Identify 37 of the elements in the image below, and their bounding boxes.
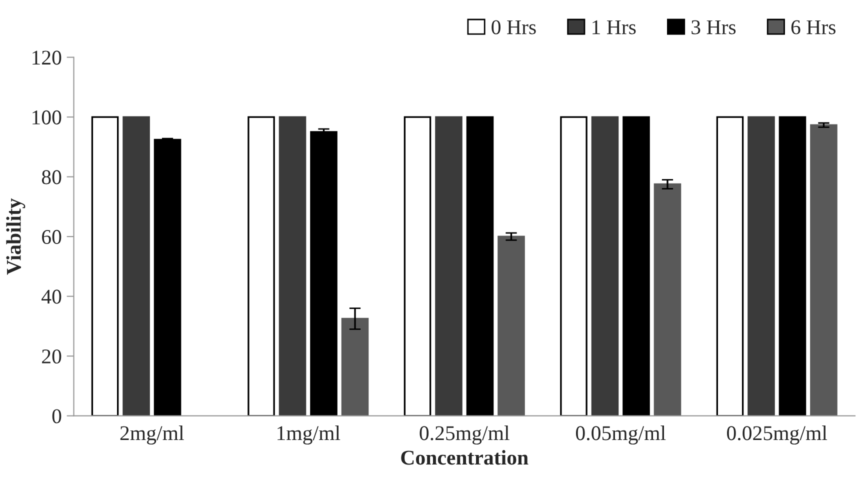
bar (404, 116, 432, 416)
bar (435, 116, 462, 416)
bar (278, 116, 306, 416)
bar (591, 116, 619, 416)
y-tick-label: 100 (32, 110, 62, 124)
x-tick-label: 0.025mg/ml (727, 426, 828, 445)
y-tick-label: 0 (52, 409, 62, 424)
bar (622, 116, 650, 416)
bar (716, 116, 744, 416)
y-tick-label: 40 (42, 290, 62, 304)
bar (466, 116, 494, 416)
y-tick-label: 20 (42, 349, 62, 364)
x-tick-label: 0.25mg/ml (420, 426, 510, 445)
bar (341, 318, 369, 416)
y-tick-label: 60 (42, 230, 62, 244)
x-tick-label: 2mg/ml (120, 426, 184, 445)
bar (748, 116, 775, 416)
bar (122, 116, 150, 416)
bar (310, 131, 338, 416)
x-tick-label: 1mg/ml (278, 426, 340, 445)
bar (91, 116, 119, 416)
bar (778, 116, 806, 416)
bar (498, 236, 525, 416)
legend-label: 3 Hrs (692, 20, 736, 34)
y-tick-label: 80 (42, 170, 62, 184)
bar (248, 116, 275, 416)
bar (154, 138, 182, 416)
bar (810, 124, 838, 416)
legend-label: 1 Hrs (592, 20, 636, 34)
x-axis-title: Concentration (401, 450, 528, 465)
y-axis-title: Viability (6, 198, 26, 275)
x-tick-label: 0.05mg/ml (576, 426, 666, 445)
bar (654, 183, 682, 416)
legend-label: 0 Hrs (492, 20, 536, 34)
legend-label: 6 Hrs (791, 20, 836, 34)
bar (560, 116, 588, 416)
y-tick-label: 120 (32, 50, 62, 65)
